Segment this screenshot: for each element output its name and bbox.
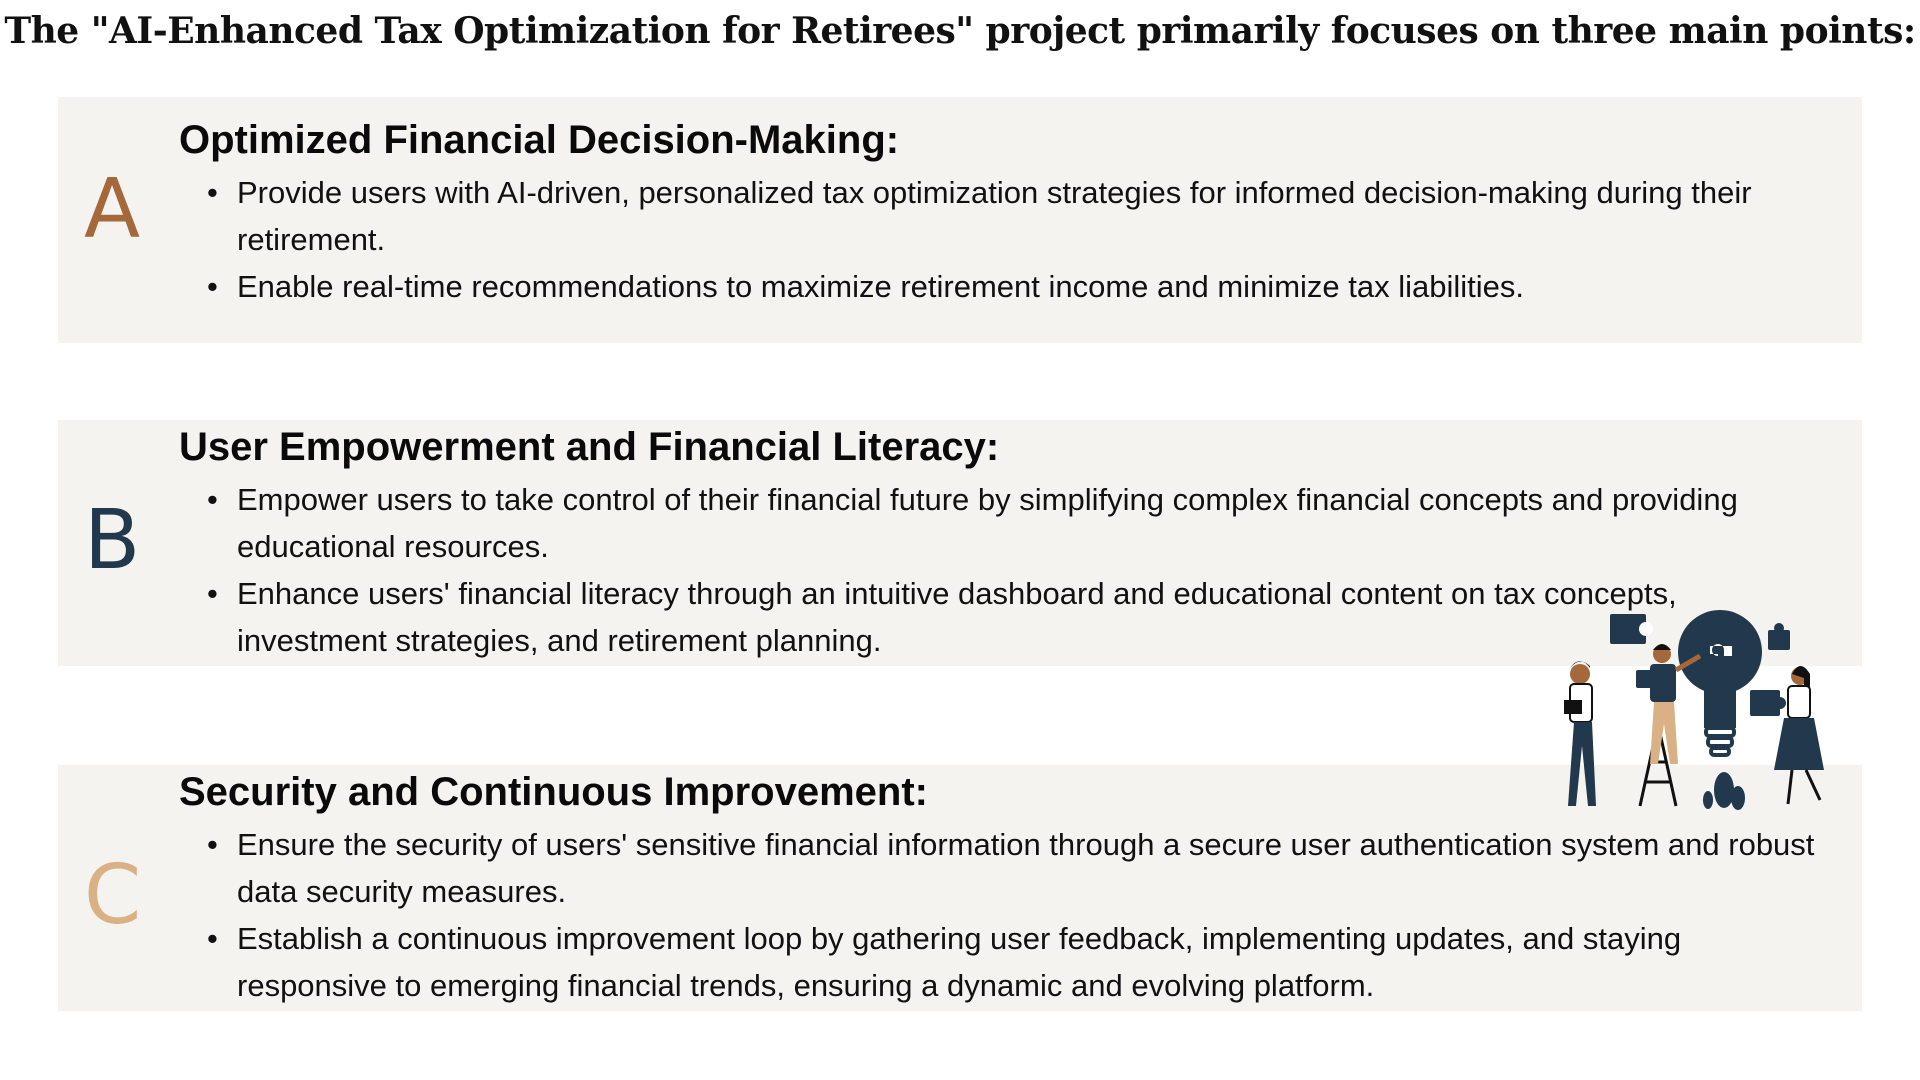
bullet-point: Establish a continuous improvement loop … — [179, 915, 1822, 1009]
section-letter-b: B — [84, 493, 141, 588]
bullet-point: Enable real-time recommendations to maxi… — [179, 263, 1822, 310]
bullet-point: Ensure the security of users' sensitive … — [179, 821, 1822, 915]
section-card-a: A Optimized Financial Decision-Making: P… — [58, 97, 1862, 343]
section-letter-a: A — [84, 162, 141, 257]
section-points-a: Provide users with AI-driven, personaliz… — [179, 169, 1822, 310]
bullet-point: Provide users with AI-driven, personaliz… — [179, 169, 1822, 263]
section-letter-c: C — [84, 848, 142, 943]
teamwork-lightbulb-puzzle-icon — [1564, 610, 1824, 810]
section-body-c: Security and Continuous Improvement: Ens… — [179, 767, 1822, 1009]
section-points-c: Ensure the security of users' sensitive … — [179, 821, 1822, 1009]
section-card-b: B User Empowerment and Financial Literac… — [58, 420, 1862, 666]
section-card-c: C Security and Continuous Improvement: E… — [58, 765, 1862, 1011]
page-title: The "AI-Enhanced Tax Optimization for Re… — [4, 10, 1916, 52]
section-body-b: User Empowerment and Financial Literacy:… — [179, 422, 1822, 664]
section-heading-b: User Empowerment and Financial Literacy: — [179, 425, 1000, 469]
section-heading-a: Optimized Financial Decision-Making: — [179, 118, 900, 162]
bullet-point: Enhance users' financial literacy throug… — [179, 570, 1822, 664]
section-heading-c: Security and Continuous Improvement: — [179, 770, 928, 814]
bullet-point: Empower users to take control of their f… — [179, 476, 1822, 570]
section-body-a: Optimized Financial Decision-Making: Pro… — [179, 115, 1822, 310]
section-points-b: Empower users to take control of their f… — [179, 476, 1822, 664]
